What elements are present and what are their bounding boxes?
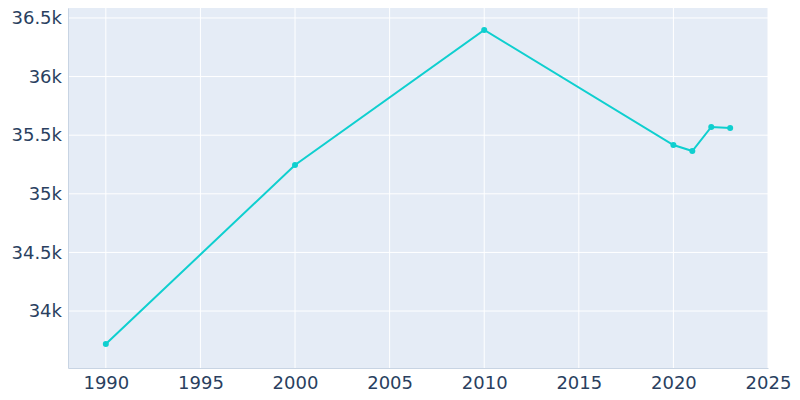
x-axis-line: [69, 368, 769, 369]
grid-line: [200, 8, 201, 368]
marker: [481, 27, 487, 33]
grid-line: [68, 17, 768, 18]
y-tick-label: 34.5k: [11, 242, 62, 263]
y-axis: 34k 34.5k 35k 35.5k 36k 36.5k: [11, 7, 68, 368]
y-axis-line: [68, 9, 69, 369]
line: [106, 30, 730, 344]
x-tick: 2005: [367, 368, 413, 393]
grid-line: [68, 311, 768, 312]
y-tick-label: 35k: [29, 183, 63, 204]
grid-line: [68, 193, 768, 194]
grid-line: [105, 8, 106, 368]
y-tick-label: 36.5k: [11, 7, 62, 28]
x-tick: 1990: [83, 368, 129, 393]
grid-line: [673, 8, 674, 368]
y-tick-label: 36k: [29, 66, 63, 87]
x-tick-label: 2005: [367, 372, 413, 393]
x-tick: 2015: [556, 368, 602, 393]
y-tick: 35.5k: [11, 124, 68, 145]
y-tick: 36k: [29, 66, 68, 87]
x-tick: 1995: [178, 368, 224, 393]
grid: [68, 8, 768, 368]
x-tick-label: 2015: [556, 372, 602, 393]
x-tick: 2020: [651, 368, 697, 393]
series: [103, 27, 733, 347]
grid-line: [389, 8, 390, 368]
y-tick-label: 35.5k: [11, 124, 62, 145]
y-tick: 36.5k: [11, 7, 68, 28]
grid-line: [484, 8, 485, 368]
x-tick-label: 2025: [746, 372, 792, 393]
x-tick-label: 2000: [273, 372, 319, 393]
x-tick: 2025: [746, 368, 792, 393]
x-tick-label: 2020: [651, 372, 697, 393]
x-tick-label: 1990: [83, 372, 129, 393]
marker: [670, 142, 676, 148]
x-tick: 2000: [273, 368, 319, 393]
grid-line: [578, 8, 579, 368]
marker: [708, 124, 714, 130]
y-tick: 35k: [29, 183, 68, 204]
marker: [689, 148, 695, 154]
marker: [103, 341, 109, 347]
plot-background: [68, 8, 768, 368]
y-tick: 34.5k: [11, 242, 68, 263]
x-tick-label: 1995: [178, 372, 224, 393]
marker: [292, 162, 298, 168]
x-tick: 2010: [462, 368, 508, 393]
grid-line: [68, 135, 768, 136]
x-axis: 1990 1995 2000 2005 2010 2015 2020 2025: [69, 368, 792, 393]
marker: [727, 125, 733, 131]
grid-line: [68, 252, 768, 253]
chart: 1990 1995 2000 2005 2010 2015 2020 2025 34k 34.5k…: [0, 0, 800, 400]
grid-line: [295, 8, 296, 368]
grid-line: [768, 8, 769, 368]
y-tick: 34k: [29, 300, 68, 321]
y-tick-label: 34k: [29, 300, 63, 321]
x-tick-label: 2010: [462, 372, 508, 393]
